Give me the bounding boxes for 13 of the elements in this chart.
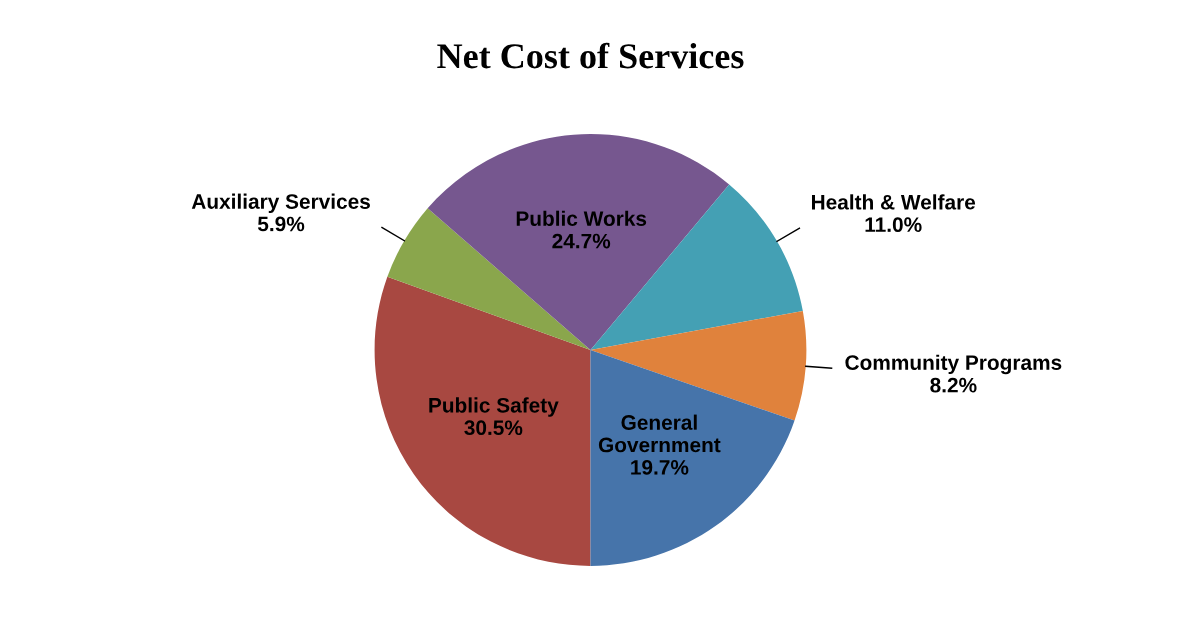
- slice-label: Health & Welfare: [812, 194, 976, 210]
- slice-label: Public Safety: [429, 397, 559, 417]
- slice-label: Community Programs: [845, 354, 1062, 375]
- data-label: 30.5%: [464, 420, 523, 436]
- slice-label: General Government: [598, 414, 721, 453]
- slice-label: Auxiliary Services: [191, 193, 370, 214]
- data-label: 8.2%: [930, 377, 977, 393]
- data-label: 11.0%: [865, 217, 922, 233]
- data-label: 5.9%: [257, 216, 305, 232]
- data-label: 24.7%: [552, 233, 611, 249]
- data-label: 19.7%: [631, 460, 689, 475]
- chart-title: Net Cost of Services: [437, 42, 744, 69]
- slice-label: Public Works: [516, 210, 647, 226]
